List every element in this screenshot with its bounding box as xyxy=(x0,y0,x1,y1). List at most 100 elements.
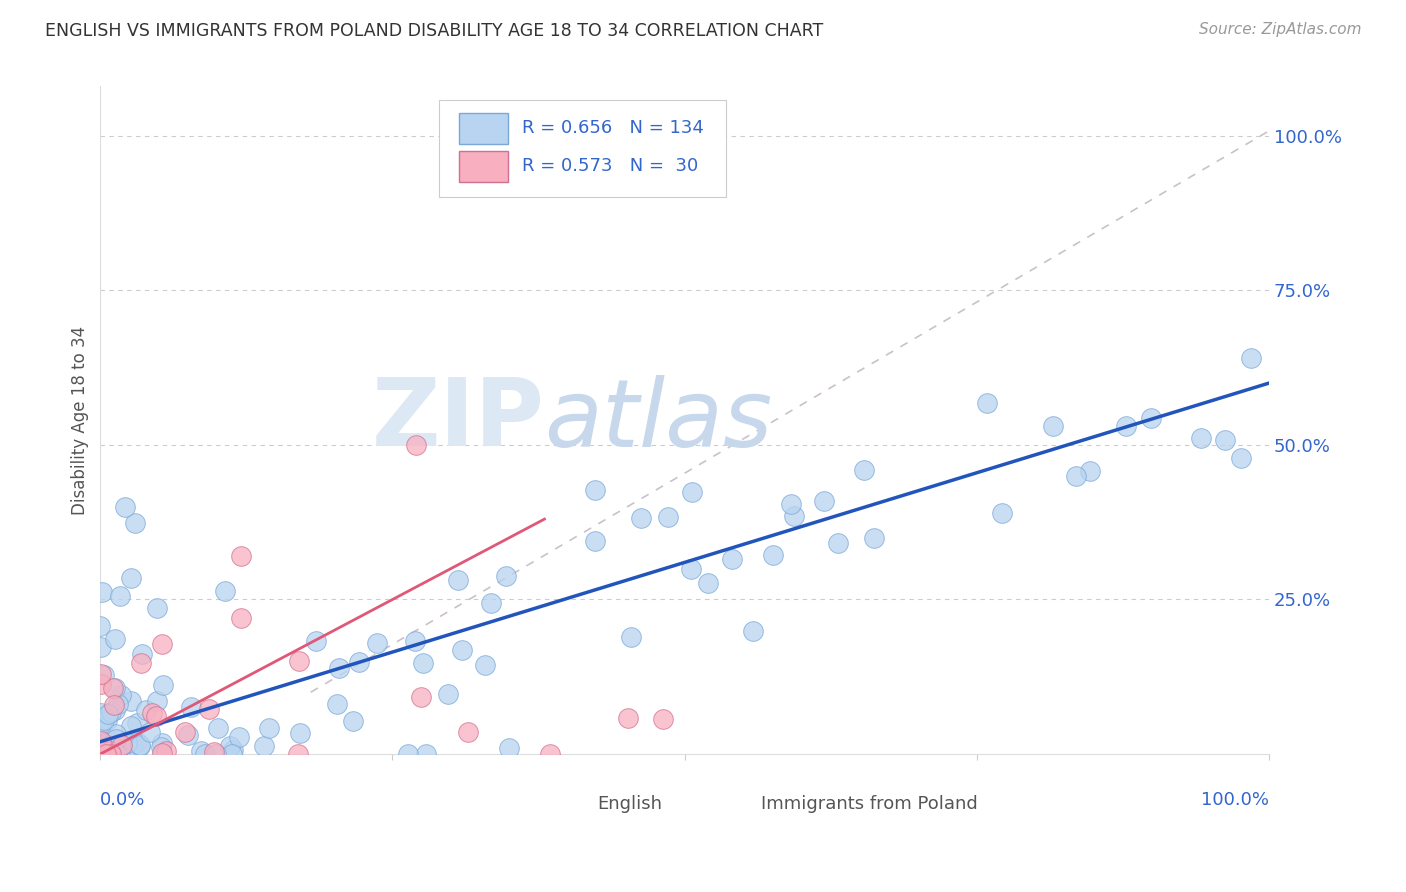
Point xyxy=(100,747,122,761)
Point xyxy=(174,725,197,739)
Point xyxy=(721,552,744,566)
Point xyxy=(1213,433,1236,447)
Point xyxy=(90,640,112,654)
Point xyxy=(540,747,562,761)
Point xyxy=(94,747,117,761)
Point xyxy=(100,747,122,761)
Point xyxy=(214,584,236,599)
Text: ZIP: ZIP xyxy=(371,375,544,467)
Text: Source: ZipAtlas.com: Source: ZipAtlas.com xyxy=(1198,22,1361,37)
Point xyxy=(93,713,115,727)
Point xyxy=(221,747,243,761)
Point xyxy=(107,697,129,711)
Point xyxy=(583,483,606,497)
Point xyxy=(198,702,221,716)
Point xyxy=(411,690,433,704)
Point xyxy=(145,600,167,615)
Point xyxy=(100,740,122,755)
FancyBboxPatch shape xyxy=(460,113,508,144)
Point xyxy=(120,693,142,707)
FancyBboxPatch shape xyxy=(460,151,508,182)
Point xyxy=(1042,418,1064,433)
Point xyxy=(89,746,111,760)
Point xyxy=(479,596,502,610)
Point xyxy=(349,656,371,670)
Point xyxy=(141,706,163,720)
Point xyxy=(115,736,138,750)
Point xyxy=(90,667,112,681)
Point xyxy=(121,739,143,753)
Point xyxy=(104,703,127,717)
Point xyxy=(98,734,121,748)
Point xyxy=(457,725,479,739)
Point xyxy=(100,747,122,761)
Point xyxy=(105,747,128,761)
Point xyxy=(90,747,112,761)
Point xyxy=(90,715,112,730)
Point xyxy=(229,549,252,564)
Point xyxy=(405,438,427,452)
Point xyxy=(681,485,703,500)
Point xyxy=(124,516,146,530)
Point xyxy=(328,661,350,675)
Point xyxy=(91,742,114,756)
Text: 100.0%: 100.0% xyxy=(1201,791,1270,809)
Point xyxy=(103,698,125,713)
Point xyxy=(783,509,806,524)
Point xyxy=(127,715,149,730)
Point xyxy=(101,681,124,695)
Point xyxy=(657,510,679,524)
Point xyxy=(91,585,114,599)
Point xyxy=(89,677,111,691)
Point xyxy=(853,463,876,477)
Point xyxy=(447,573,470,587)
Point xyxy=(89,743,111,757)
Point xyxy=(101,737,124,751)
Point xyxy=(145,694,167,708)
Point xyxy=(127,735,149,749)
Point xyxy=(305,634,328,648)
Point xyxy=(111,738,134,752)
Point xyxy=(129,656,152,670)
Point xyxy=(98,743,121,757)
Point xyxy=(451,643,474,657)
Point xyxy=(89,741,111,756)
Point xyxy=(90,747,112,761)
Point xyxy=(100,742,122,756)
Point xyxy=(474,658,496,673)
Point xyxy=(131,647,153,661)
Point xyxy=(437,687,460,701)
Point xyxy=(257,721,280,735)
Point xyxy=(90,706,112,720)
Point xyxy=(89,746,111,760)
Point xyxy=(108,747,131,761)
FancyBboxPatch shape xyxy=(703,791,752,822)
Y-axis label: Disability Age 18 to 34: Disability Age 18 to 34 xyxy=(72,326,89,515)
Point xyxy=(498,741,520,756)
Point xyxy=(149,740,172,755)
Point xyxy=(619,630,641,644)
Point xyxy=(288,654,311,668)
Point xyxy=(104,741,127,756)
FancyBboxPatch shape xyxy=(540,791,589,822)
Point xyxy=(326,697,349,711)
Point xyxy=(150,746,173,760)
Point xyxy=(97,732,120,747)
Point xyxy=(229,611,252,625)
Point xyxy=(396,747,419,761)
Point xyxy=(90,744,112,758)
Point xyxy=(1078,465,1101,479)
Point xyxy=(90,734,112,748)
Text: R = 0.573   N =  30: R = 0.573 N = 30 xyxy=(522,158,699,176)
Point xyxy=(104,731,127,746)
Point xyxy=(111,738,134,752)
Point xyxy=(93,744,115,758)
Point xyxy=(108,590,131,604)
Point xyxy=(222,742,245,756)
Point xyxy=(288,725,311,739)
Point xyxy=(114,500,136,515)
Point xyxy=(89,743,111,757)
Point xyxy=(97,739,120,753)
Point xyxy=(89,738,111,752)
Point xyxy=(135,703,157,717)
